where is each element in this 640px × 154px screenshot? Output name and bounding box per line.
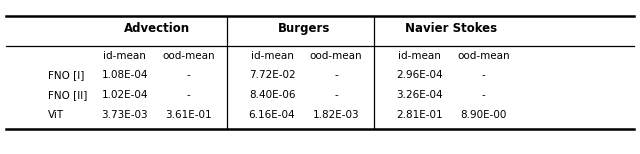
Text: ood-mean: ood-mean	[457, 51, 509, 61]
Text: -: -	[187, 70, 191, 80]
Text: id-mean: id-mean	[104, 51, 146, 61]
Text: ood-mean: ood-mean	[163, 51, 215, 61]
Text: -: -	[334, 90, 338, 100]
Text: 1.08E-04: 1.08E-04	[102, 70, 148, 80]
Text: id-mean: id-mean	[398, 51, 440, 61]
Text: ood-mean: ood-mean	[310, 51, 362, 61]
Text: 3.61E-01: 3.61E-01	[166, 110, 212, 120]
Text: 7.72E-02: 7.72E-02	[249, 70, 295, 80]
Text: Burgers: Burgers	[278, 22, 330, 35]
Text: -: -	[187, 90, 191, 100]
Text: 1.02E-04: 1.02E-04	[102, 90, 148, 100]
Text: 8.40E-06: 8.40E-06	[249, 90, 295, 100]
Text: 2.81E-01: 2.81E-01	[396, 110, 442, 120]
Text: 3.73E-03: 3.73E-03	[102, 110, 148, 120]
Text: 2.96E-04: 2.96E-04	[396, 70, 442, 80]
Text: Advection: Advection	[124, 22, 190, 35]
Text: 1.82E-03: 1.82E-03	[313, 110, 359, 120]
Text: 3.26E-04: 3.26E-04	[396, 90, 442, 100]
Text: id-mean: id-mean	[251, 51, 293, 61]
Text: 8.90E-00: 8.90E-00	[460, 110, 506, 120]
Text: -: -	[481, 70, 485, 80]
Text: 6.16E-04: 6.16E-04	[249, 110, 295, 120]
Text: -: -	[334, 70, 338, 80]
Text: FNO [II]: FNO [II]	[48, 90, 88, 100]
Text: FNO [I]: FNO [I]	[48, 70, 84, 80]
Text: Navier Stokes: Navier Stokes	[405, 22, 497, 35]
Text: -: -	[481, 90, 485, 100]
Text: ViT: ViT	[48, 110, 64, 120]
